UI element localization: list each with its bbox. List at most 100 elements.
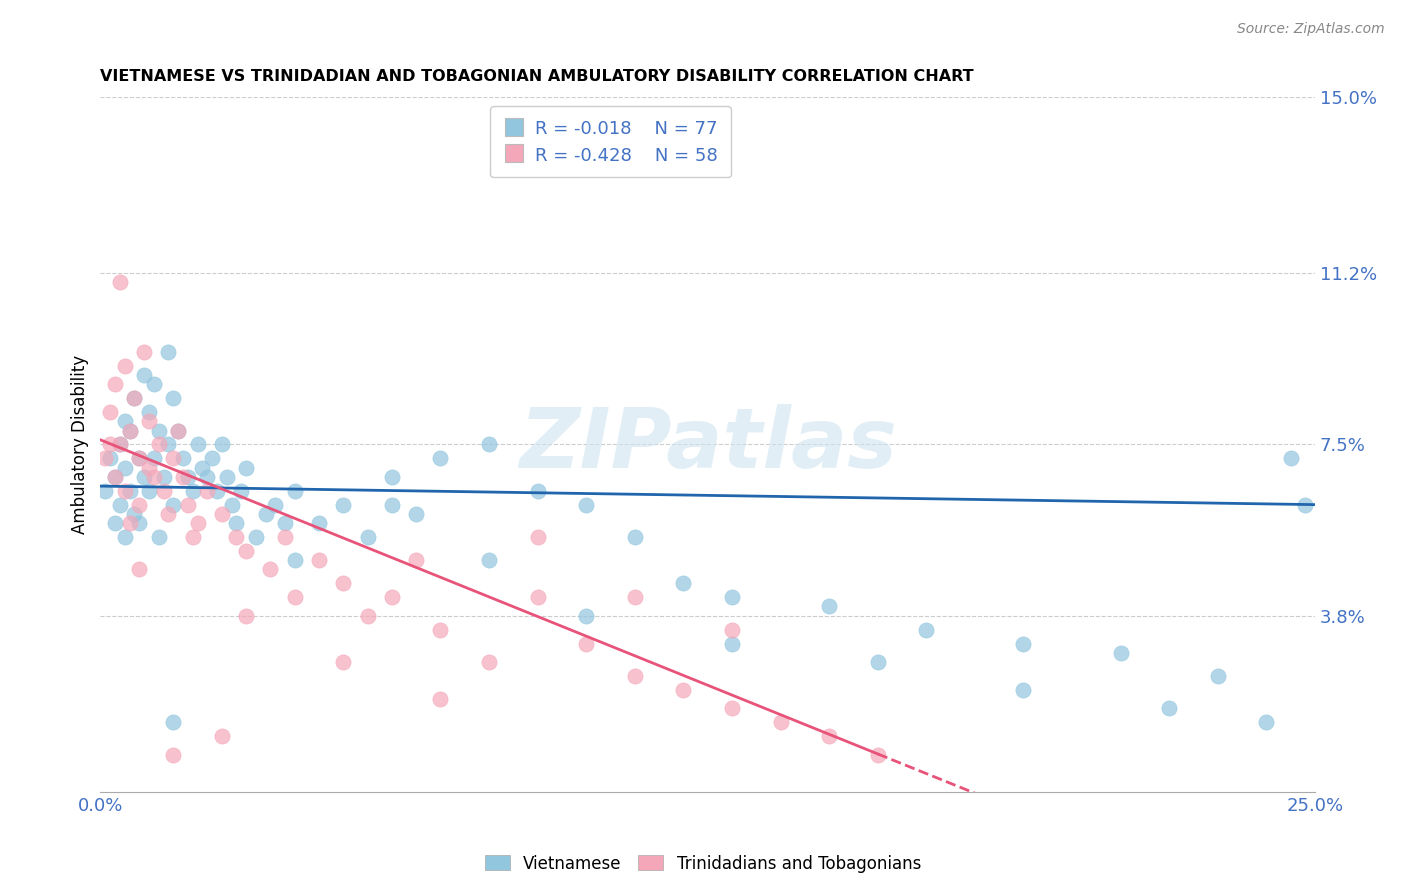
Point — [118, 483, 141, 498]
Point — [124, 507, 146, 521]
Point — [124, 391, 146, 405]
Point — [124, 391, 146, 405]
Point — [114, 483, 136, 498]
Point — [142, 470, 165, 484]
Point — [138, 460, 160, 475]
Point — [1206, 669, 1229, 683]
Point — [332, 576, 354, 591]
Point — [114, 414, 136, 428]
Point — [114, 530, 136, 544]
Point — [162, 747, 184, 762]
Point — [186, 437, 208, 451]
Point — [721, 636, 744, 650]
Point — [575, 608, 598, 623]
Point — [356, 608, 378, 623]
Point — [128, 562, 150, 576]
Point — [429, 623, 451, 637]
Point — [721, 623, 744, 637]
Point — [104, 377, 127, 392]
Point — [1256, 715, 1278, 730]
Point — [526, 591, 548, 605]
Point — [118, 516, 141, 530]
Point — [205, 483, 228, 498]
Point — [142, 377, 165, 392]
Point — [274, 516, 297, 530]
Legend: Vietnamese, Trinidadians and Tobagonians: Vietnamese, Trinidadians and Tobagonians — [478, 848, 928, 880]
Point — [108, 437, 131, 451]
Point — [177, 470, 200, 484]
Point — [98, 451, 121, 466]
Point — [94, 451, 117, 466]
Point — [672, 576, 695, 591]
Point — [152, 470, 174, 484]
Point — [94, 483, 117, 498]
Point — [132, 470, 155, 484]
Point — [201, 451, 224, 466]
Point — [332, 498, 354, 512]
Point — [274, 530, 297, 544]
Point — [915, 623, 938, 637]
Point — [405, 507, 427, 521]
Point — [162, 715, 184, 730]
Point — [405, 553, 427, 567]
Point — [1159, 701, 1181, 715]
Point — [672, 682, 695, 697]
Point — [195, 483, 218, 498]
Point — [157, 507, 180, 521]
Point — [104, 470, 127, 484]
Point — [381, 591, 404, 605]
Point — [104, 516, 127, 530]
Point — [235, 608, 257, 623]
Point — [128, 498, 150, 512]
Point — [478, 655, 501, 669]
Point — [866, 747, 889, 762]
Point — [104, 470, 127, 484]
Point — [284, 553, 307, 567]
Point — [186, 516, 208, 530]
Point — [623, 591, 645, 605]
Point — [181, 530, 204, 544]
Point — [429, 692, 451, 706]
Point — [162, 391, 184, 405]
Point — [211, 507, 233, 521]
Point — [235, 544, 257, 558]
Point — [114, 460, 136, 475]
Point — [721, 591, 744, 605]
Point — [381, 470, 404, 484]
Point — [167, 424, 190, 438]
Point — [132, 368, 155, 382]
Point — [623, 530, 645, 544]
Point — [172, 470, 194, 484]
Point — [332, 655, 354, 669]
Y-axis label: Ambulatory Disability: Ambulatory Disability — [72, 355, 89, 534]
Point — [575, 498, 598, 512]
Point — [308, 553, 330, 567]
Point — [284, 483, 307, 498]
Point — [98, 437, 121, 451]
Point — [381, 498, 404, 512]
Point — [172, 451, 194, 466]
Point — [142, 451, 165, 466]
Point — [818, 599, 841, 614]
Text: Source: ZipAtlas.com: Source: ZipAtlas.com — [1237, 22, 1385, 37]
Point — [118, 424, 141, 438]
Point — [235, 460, 257, 475]
Text: ZIPatlas: ZIPatlas — [519, 404, 897, 485]
Point — [478, 437, 501, 451]
Point — [128, 451, 150, 466]
Point — [138, 414, 160, 428]
Point — [215, 470, 238, 484]
Point — [162, 451, 184, 466]
Point — [152, 483, 174, 498]
Point — [221, 498, 243, 512]
Point — [259, 562, 281, 576]
Point — [1012, 636, 1035, 650]
Point — [1109, 646, 1132, 660]
Point — [526, 483, 548, 498]
Point — [429, 451, 451, 466]
Point — [1012, 682, 1035, 697]
Point — [181, 483, 204, 498]
Point — [264, 498, 287, 512]
Point — [1279, 451, 1302, 466]
Point — [177, 498, 200, 512]
